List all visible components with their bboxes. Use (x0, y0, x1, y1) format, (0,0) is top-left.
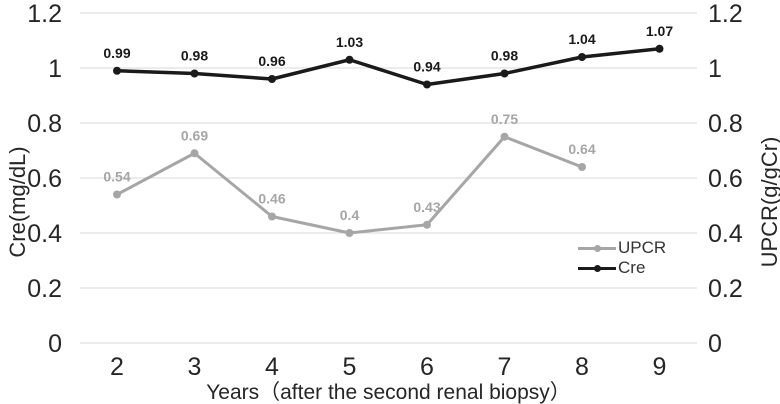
y-axis-tick-right: 0.2 (708, 275, 743, 303)
cre-line-marker-icon (578, 264, 616, 272)
x-axis-tick: 7 (498, 353, 512, 381)
upcr-marker (578, 163, 586, 171)
legend-item-upcr: UPCR (578, 238, 666, 258)
cre-marker (345, 55, 354, 64)
upcr-data-label: 0.75 (491, 111, 518, 127)
upcr-marker (190, 149, 199, 158)
cre-marker (500, 69, 509, 78)
x-axis-tick: 2 (110, 353, 124, 381)
cre-line (115, 47, 662, 87)
x-axis-tick: 8 (575, 353, 589, 381)
y-axis-tick-right: 0.6 (708, 165, 743, 193)
right-y-axis-title: UPCR(g/gCr) (757, 136, 780, 268)
legend-label-upcr: UPCR (618, 238, 667, 257)
upcr-data-label: 0.69 (181, 127, 208, 143)
y-axis-tick-right: 0 (708, 330, 722, 358)
x-axis-tick: 3 (188, 353, 202, 381)
cre-data-label: 1.04 (568, 31, 595, 47)
y-axis-tick-right: 1.2 (708, 0, 743, 28)
left-y-axis-title: Cre(mg/dL) (5, 146, 30, 258)
cre-data-label: 0.98 (181, 48, 208, 64)
y-axis-tick-left: 0.8 (27, 110, 62, 138)
upcr-marker (268, 212, 276, 221)
upcr-data-label: 0.54 (103, 169, 130, 185)
upcr-marker (423, 220, 431, 229)
y-axis-tick-left: 1 (48, 55, 62, 83)
legend-label-cre: Cre (618, 258, 646, 277)
upcr-data-label: 0.4 (340, 207, 360, 223)
y-axis-tick-left: 0.4 (27, 220, 62, 248)
cre-data-label: 1.07 (646, 23, 673, 39)
x-axis-tick: 5 (343, 353, 357, 381)
cre-marker (578, 53, 586, 61)
upcr-marker (345, 229, 354, 237)
cre-data-label: 0.98 (491, 48, 518, 64)
cre-marker (423, 80, 431, 89)
cre-marker (655, 44, 664, 53)
upcr-data-label: 0.64 (568, 141, 595, 157)
y-axis-tick-right: 1 (708, 55, 722, 83)
cre-marker (268, 75, 276, 83)
y-axis-tick-right: 0.8 (708, 110, 743, 138)
legend: UPCR Cre (578, 238, 666, 278)
cre-marker (190, 69, 199, 78)
y-axis-tick-left: 0.6 (27, 165, 62, 193)
upcr-line-marker-icon (578, 244, 616, 252)
y-axis-tick-left: 1.2 (27, 0, 62, 28)
x-axis-tick: 9 (653, 353, 667, 381)
x-axis-tick: 4 (265, 353, 279, 381)
cre-data-label: 0.99 (103, 45, 130, 61)
upcr-data-label: 0.43 (413, 199, 440, 215)
cre-data-label: 0.96 (258, 53, 285, 69)
y-axis-tick-left: 0 (48, 330, 62, 358)
cre-data-label: 0.94 (413, 59, 440, 75)
upcr-marker (113, 190, 121, 199)
upcr-marker (500, 132, 509, 141)
cre-data-label: 1.03 (336, 34, 363, 50)
y-axis-tick-right: 0.4 (708, 220, 743, 248)
x-axis-tick: 6 (420, 353, 434, 381)
upcr-data-label: 0.46 (258, 191, 285, 207)
cre-marker (113, 66, 121, 75)
legend-item-cre: Cre (578, 258, 666, 278)
y-axis-tick-left: 0.2 (27, 275, 62, 303)
x-axis-title: Years（after the second renal biopsy） (206, 381, 571, 404)
